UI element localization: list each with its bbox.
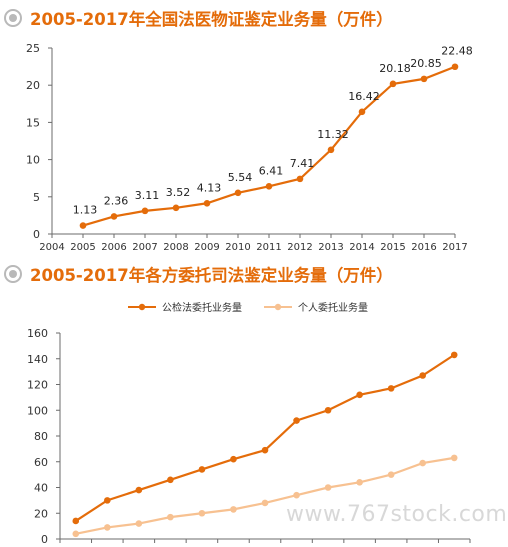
x-tick-label: 2005 bbox=[70, 242, 95, 253]
y-tick-label: 100 bbox=[27, 404, 48, 417]
data-point bbox=[451, 63, 459, 71]
data-label: 3.52 bbox=[166, 186, 191, 199]
data-point bbox=[104, 497, 111, 504]
chart1-header: 2005-2017年全国法医物证鉴定业务量（万件） bbox=[4, 6, 393, 30]
data-point bbox=[203, 199, 211, 207]
x-tick-label: 2015 bbox=[380, 242, 405, 253]
y-tick-label: 25 bbox=[26, 42, 40, 55]
data-point bbox=[356, 479, 363, 486]
x-tick-label: 2017 bbox=[442, 242, 467, 253]
data-point bbox=[450, 454, 458, 462]
x-tick-label: 2008 bbox=[163, 242, 188, 253]
chart2-svg: 0 20 40 60 80 100 120 140 160 公检法委托业务量 个人委托业务量 bbox=[27, 301, 471, 546]
data-point bbox=[72, 517, 80, 525]
x-tick-label: 2010 bbox=[225, 242, 250, 253]
data-label: 3.11 bbox=[135, 189, 160, 202]
x-tick-label: 2009 bbox=[194, 242, 219, 253]
legend-swatch-marker bbox=[138, 303, 146, 311]
chart2-title: 2005-2017年各方委托司法鉴定业务量（万件） bbox=[30, 266, 393, 285]
x-tick-label: 2007 bbox=[132, 242, 157, 253]
x-tick-label: 2014 bbox=[349, 242, 374, 253]
data-point bbox=[296, 175, 304, 183]
data-label: 16.42 bbox=[348, 90, 380, 103]
y-tick-label: 80 bbox=[34, 430, 48, 443]
data-point bbox=[327, 146, 335, 154]
data-point bbox=[198, 509, 206, 517]
data-point bbox=[167, 476, 174, 484]
legend-swatch-marker bbox=[274, 303, 282, 311]
data-point bbox=[234, 189, 242, 197]
data-label: 11.32 bbox=[317, 128, 349, 141]
data-point bbox=[420, 75, 428, 83]
data-point bbox=[387, 385, 395, 392]
data-label: 7.41 bbox=[290, 157, 315, 170]
x-tick-label: 2004 bbox=[39, 242, 64, 253]
data-point bbox=[450, 351, 458, 359]
chart2-header: 2005-2017年各方委托司法鉴定业务量（万件） bbox=[4, 262, 393, 286]
target-bullet-icon bbox=[4, 265, 22, 283]
y-tick-label: 0 bbox=[41, 533, 48, 546]
data-point bbox=[198, 466, 206, 473]
watermark-text: www.767stock.com bbox=[286, 502, 508, 527]
legend-label: 个人委托业务量 bbox=[298, 301, 368, 314]
data-point bbox=[110, 213, 118, 220]
y-tick-label: 20 bbox=[34, 507, 48, 520]
data-point bbox=[324, 406, 332, 414]
target-bullet-icon bbox=[4, 9, 22, 27]
data-point bbox=[230, 455, 237, 463]
y-tick-label: 40 bbox=[34, 482, 48, 495]
data-point bbox=[293, 491, 300, 499]
data-point bbox=[419, 459, 426, 467]
data-point bbox=[265, 183, 273, 190]
y-tick-label: 60 bbox=[34, 456, 48, 469]
data-label: 20.18 bbox=[379, 62, 411, 75]
data-label: 6.41 bbox=[259, 164, 284, 177]
y-tick-label: 15 bbox=[26, 116, 40, 129]
data-point bbox=[135, 486, 143, 494]
x-tick-label: 2011 bbox=[256, 242, 281, 253]
data-point bbox=[389, 80, 397, 88]
x-tick-label: 2016 bbox=[411, 242, 436, 253]
y-tick-label: 120 bbox=[27, 379, 48, 392]
data-point bbox=[261, 446, 269, 454]
x-tick-label: 2006 bbox=[101, 242, 126, 253]
data-point bbox=[324, 484, 332, 491]
data-point bbox=[293, 417, 300, 424]
data-point bbox=[419, 372, 426, 379]
y-tick-label: 10 bbox=[26, 154, 40, 167]
series-line bbox=[75, 353, 455, 522]
chart1-title: 2005-2017年全国法医物证鉴定业务量（万件） bbox=[30, 10, 393, 29]
x-tick-label: 2012 bbox=[287, 242, 312, 253]
y-tick-label: 140 bbox=[27, 353, 48, 366]
y-tick-label: 160 bbox=[27, 327, 48, 340]
data-point bbox=[104, 524, 111, 531]
legend-label: 公检法委托业务量 bbox=[162, 301, 242, 314]
data-point bbox=[141, 207, 149, 215]
y-tick-label: 20 bbox=[26, 79, 40, 92]
data-point bbox=[356, 391, 363, 399]
data-label: 2.36 bbox=[104, 194, 129, 207]
chart1-svg: 0 5 10 15 20 25 2004 2005 2006 2007 2008 2009 2010 20… bbox=[26, 42, 473, 253]
data-point bbox=[230, 506, 237, 513]
y-tick-label: 5 bbox=[33, 191, 40, 204]
data-label: 22.48 bbox=[441, 45, 473, 58]
data-label: 5.54 bbox=[228, 171, 253, 184]
data-point bbox=[261, 499, 269, 507]
x-tick-label: 2013 bbox=[318, 242, 343, 253]
data-label: 1.13 bbox=[73, 204, 98, 217]
data-point bbox=[172, 204, 180, 212]
data-point bbox=[387, 471, 395, 478]
data-label: 20.85 bbox=[410, 57, 442, 70]
y-tick-label: 0 bbox=[33, 228, 40, 241]
data-point bbox=[72, 530, 80, 538]
data-point bbox=[167, 513, 174, 521]
data-point bbox=[358, 108, 366, 116]
data-point bbox=[79, 222, 87, 229]
data-label: 4.13 bbox=[197, 181, 222, 194]
data-point bbox=[135, 520, 143, 527]
